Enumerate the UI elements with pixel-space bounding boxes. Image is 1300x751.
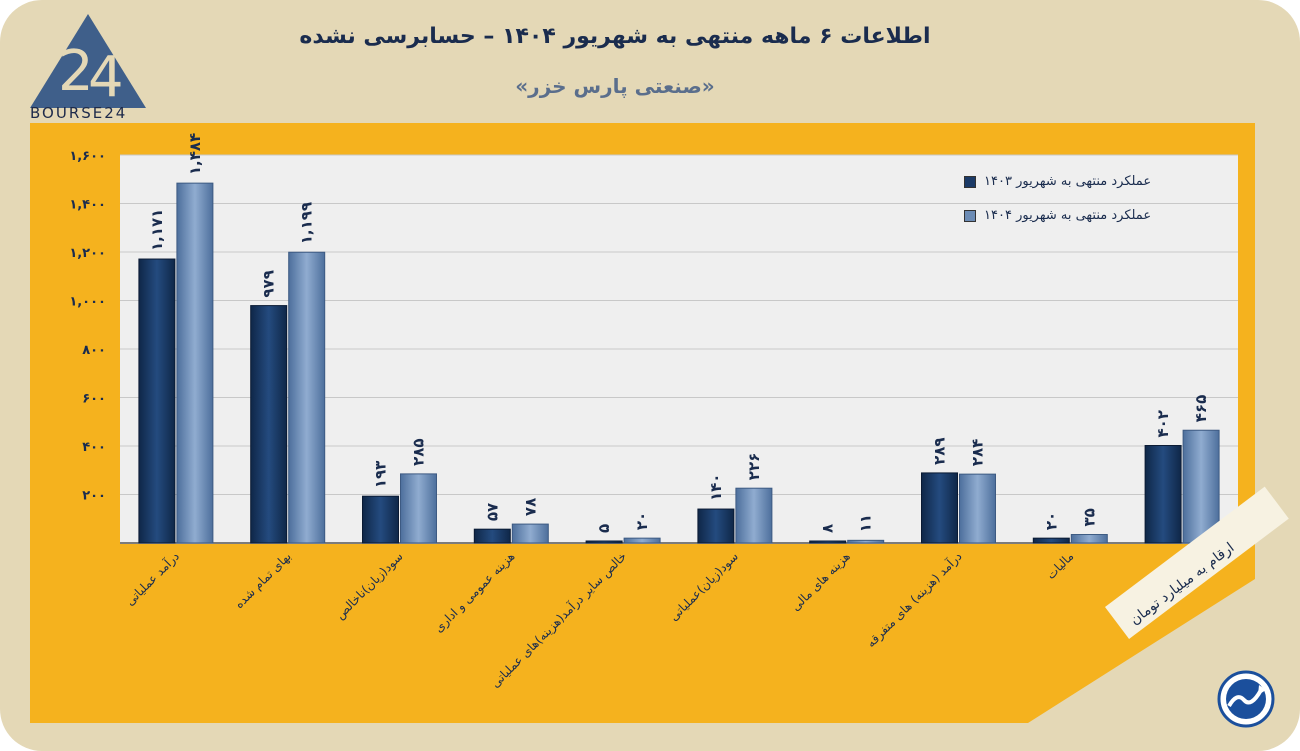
svg-text:2: 2: [58, 39, 94, 104]
bar-1404: [959, 473, 996, 544]
data-label: ۵: [595, 524, 613, 533]
category-label: بهای تمام شده: [232, 549, 294, 611]
category-label: مالیات: [1044, 549, 1077, 582]
bar-1404: [735, 487, 773, 544]
bar-1404: [1070, 534, 1108, 544]
bar-1404: [288, 251, 326, 544]
data-label: ۲۰: [1042, 512, 1060, 530]
bar-1404: [511, 523, 549, 544]
data-label: ۱۴۰: [707, 474, 725, 501]
data-label: ۴۶۵: [1192, 395, 1210, 422]
bar-1403: [697, 508, 735, 544]
data-label: ۱۹۳: [372, 461, 390, 488]
bar-1404: [847, 539, 885, 544]
data-label: ۴۰۲: [1154, 410, 1172, 437]
data-label: ۱۱: [857, 514, 875, 532]
bar-1404: [176, 182, 214, 544]
bar-1403: [362, 495, 399, 544]
chart-subtitle: «صنعتی پارس خزر»: [515, 74, 715, 98]
data-label: ۹۷۹: [260, 270, 278, 297]
legend-swatch-1404: [964, 209, 976, 222]
category-label: سود(زیان)عملیاتی: [667, 549, 742, 624]
logo-text: BOURSE24: [30, 104, 128, 122]
data-label: ۳۵: [1080, 508, 1098, 526]
data-label: ۲۸۴: [969, 439, 987, 466]
data-label: ۲۸۵: [410, 438, 428, 465]
bar-1404: [623, 537, 661, 544]
legend-item-1403: عملکرد منتهی به شهریور ۱۴۰۳: [964, 174, 1151, 189]
category-label: هزینه عمومی و اداری: [431, 549, 518, 636]
bar-1403: [1144, 445, 1182, 544]
y-tick-label: ۶۰۰: [82, 392, 106, 407]
bar-1403: [1032, 537, 1070, 544]
bar-1403: [138, 258, 176, 544]
svg-text:4: 4: [88, 45, 124, 110]
data-label: ۱,۱۹۹: [298, 202, 316, 244]
data-label: ۲۰: [633, 512, 651, 530]
bar-1404: [400, 473, 437, 544]
legend-label-1403: عملکرد منتهی به شهریور ۱۴۰۳: [984, 174, 1152, 189]
y-tick-label: ۱,۲۰۰: [69, 246, 106, 261]
y-tick-label: ۸۰۰: [82, 343, 106, 358]
data-label: ۵۷: [483, 503, 501, 521]
bar-1403: [921, 472, 958, 544]
legend-swatch-1403: [964, 175, 976, 188]
y-tick-label: ۱,۰۰۰: [69, 295, 106, 310]
data-label: ۷۸: [521, 498, 539, 516]
category-label: درآمد عملیاتی: [122, 549, 183, 610]
bar-1403: [250, 305, 288, 544]
data-label: ۸: [819, 524, 837, 533]
category-label: خالص سایر درآمد(هزینه)های عملیاتی: [487, 549, 630, 692]
data-label: ۲۸۹: [931, 437, 949, 464]
category-label: هزینه های مالی: [788, 549, 853, 614]
data-label: ۱,۱۷۱: [148, 209, 166, 251]
bourse24-logo: 2 4: [30, 14, 146, 110]
bar-1403: [585, 540, 623, 544]
trend-logo-icon: [1217, 670, 1275, 728]
category-label: سود(زیان)ناخالص: [333, 549, 407, 623]
y-tick-label: ۱,۴۰۰: [69, 198, 106, 213]
chart-title: اطلاعات ۶ ماهه منتهی به شهریور ۱۴۰۴ – حس…: [299, 24, 931, 49]
bar-1403: [809, 540, 847, 544]
legend-item-1404: عملکرد منتهی به شهریور ۱۴۰۴: [964, 208, 1151, 223]
y-tick-label: ۱,۶۰۰: [69, 149, 106, 164]
y-tick-label: ۴۰۰: [82, 440, 106, 455]
y-tick-label: ۲۰۰: [82, 489, 106, 504]
bar-1403: [473, 528, 511, 544]
data-label: ۲۲۶: [745, 453, 763, 480]
category-label: درآمد (هزینه) های متفرقه: [863, 549, 965, 651]
data-label: ۱,۴۸۴: [186, 133, 204, 175]
legend-label-1404: عملکرد منتهی به شهریور ۱۴۰۴: [984, 208, 1152, 223]
